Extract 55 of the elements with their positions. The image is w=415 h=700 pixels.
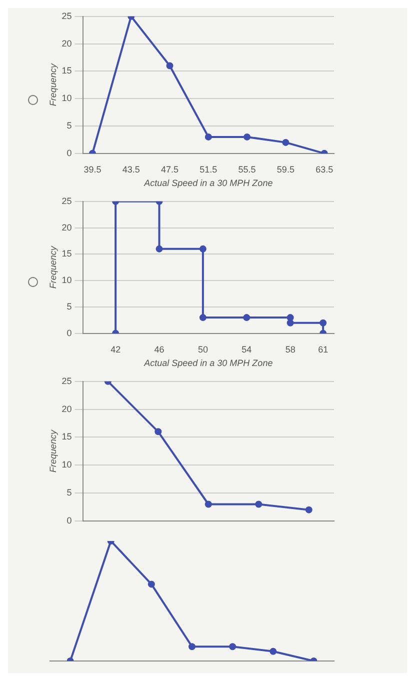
- y-tick-label: 5: [66, 488, 72, 498]
- y-tick-label: 5: [66, 301, 72, 312]
- y-axis-title: Frequency: [48, 63, 58, 106]
- x-tick-label: 61: [318, 344, 328, 354]
- y-tick-label: 25: [62, 376, 72, 386]
- y-axis-title: Frequency: [48, 429, 58, 472]
- point: [243, 314, 250, 322]
- point: [204, 500, 212, 508]
- x-tick-label: 58: [285, 344, 296, 354]
- point: [255, 500, 262, 508]
- y-axis-title: Frequency: [48, 246, 58, 289]
- point: [305, 506, 312, 514]
- y-tick-label: 10: [62, 460, 72, 470]
- point: [282, 138, 290, 146]
- x-tick-label: 43.5: [122, 164, 140, 174]
- x-tick-label: 42: [110, 344, 121, 354]
- y-tick-label: 20: [62, 38, 72, 48]
- point: [286, 319, 294, 326]
- x-tick-label: 46: [154, 344, 164, 354]
- y-tick-label: 15: [62, 66, 72, 76]
- y-tick-label: 20: [62, 404, 72, 414]
- y-tick-label: 0: [66, 148, 72, 158]
- y-tick-label: 10: [62, 275, 72, 286]
- y-tick-label: 20: [62, 222, 72, 232]
- y-tick-label: 25: [62, 10, 72, 21]
- x-axis-title: Actual Speed in a 30 MPH Zone: [143, 178, 273, 188]
- x-tick-label: 39.5: [84, 164, 102, 174]
- y-tick-label: 15: [62, 432, 72, 442]
- point: [148, 580, 155, 588]
- y-tick-label: 10: [62, 93, 72, 104]
- y-tick-label: 0: [66, 515, 72, 526]
- point: [270, 648, 277, 655]
- x-tick-label: 55.5: [238, 164, 256, 174]
- point: [244, 133, 251, 140]
- x-tick-label: 63.5: [316, 164, 334, 174]
- point: [286, 314, 294, 322]
- point: [199, 245, 206, 252]
- point: [154, 428, 162, 436]
- x-tick-label: 54: [242, 344, 252, 354]
- x-tick-label: 51.5: [200, 164, 218, 174]
- y-tick-label: 0: [66, 328, 72, 338]
- point: [229, 643, 236, 650]
- point: [320, 319, 327, 326]
- x-tick-label: 59.5: [276, 164, 294, 174]
- point: [199, 314, 206, 322]
- point: [188, 643, 196, 650]
- x-tick-label: 50: [198, 344, 208, 354]
- y-tick-label: 15: [62, 248, 72, 259]
- point: [166, 62, 174, 70]
- point: [156, 245, 163, 252]
- x-tick-label: 47.5: [160, 164, 179, 174]
- point: [204, 133, 212, 140]
- y-tick-label: 5: [66, 120, 72, 130]
- x-axis-title: Actual Speed in a 30 MPH Zone: [143, 358, 273, 368]
- y-tick-label: 25: [62, 196, 72, 206]
